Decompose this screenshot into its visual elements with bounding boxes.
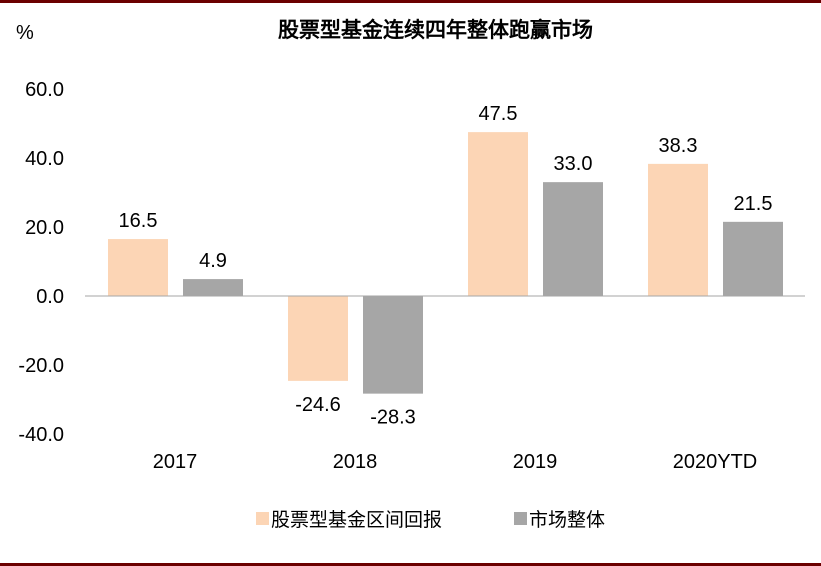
- legend-label-fund: 股票型基金区间回报: [270, 509, 442, 531]
- bar-market: [723, 221, 783, 296]
- x-tick-label: 2018: [333, 451, 378, 473]
- bottom-border: [0, 563, 821, 566]
- bar-market: [363, 296, 423, 394]
- bar-fund: [468, 132, 528, 296]
- bar-fund: [288, 296, 348, 381]
- data-label: 16.5: [119, 210, 158, 232]
- y-tick-label: -40.0: [18, 424, 64, 446]
- chart-title: 股票型基金连续四年整体跑赢市场: [278, 17, 593, 42]
- legend-swatch-market: [514, 512, 527, 525]
- y-tick-label: 20.0: [25, 217, 64, 239]
- data-label: 21.5: [734, 193, 773, 215]
- bar-fund: [648, 163, 708, 296]
- x-tick-label: 2019: [513, 451, 558, 473]
- data-label: -28.3: [370, 407, 416, 429]
- bar-market: [543, 182, 603, 296]
- y-tick-label: -20.0: [18, 355, 64, 377]
- top-border: [0, 0, 821, 3]
- y-axis-unit: %: [16, 22, 34, 44]
- data-label: -24.6: [295, 394, 341, 416]
- legend: 股票型基金区间回报 市场整体: [0, 505, 821, 532]
- x-tick-label: 2017: [153, 451, 198, 473]
- legend-item-market: 市场整体: [514, 505, 605, 532]
- legend-swatch-fund: [255, 512, 269, 525]
- bar-fund: [108, 239, 168, 296]
- legend-item-fund: 股票型基金区间回报: [255, 505, 442, 532]
- data-label: 38.3: [659, 135, 698, 157]
- y-tick-label: 40.0: [25, 148, 64, 170]
- x-tick-label: 2020YTD: [673, 451, 758, 473]
- data-label: 33.0: [554, 153, 593, 175]
- y-tick-label: 0.0: [36, 286, 64, 308]
- legend-label-market: 市场整体: [529, 509, 606, 531]
- y-tick-label: 60.0: [25, 79, 64, 101]
- bar-market: [183, 279, 243, 296]
- data-label: 4.9: [199, 250, 227, 272]
- data-label: 47.5: [479, 103, 518, 125]
